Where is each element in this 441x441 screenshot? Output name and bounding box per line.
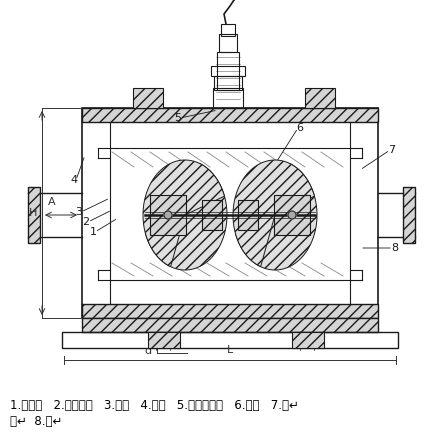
Bar: [274, 195, 310, 235]
Text: 4: 4: [71, 175, 78, 185]
Bar: [305, 88, 335, 108]
Bar: [28, 187, 40, 243]
Bar: [62, 332, 398, 348]
Polygon shape: [146, 163, 227, 270]
Polygon shape: [233, 160, 314, 267]
Bar: [82, 108, 378, 318]
Bar: [150, 195, 186, 235]
Text: 6: 6: [296, 123, 303, 133]
Polygon shape: [235, 163, 317, 270]
Text: L: L: [227, 345, 233, 355]
Bar: [292, 332, 324, 348]
Polygon shape: [143, 160, 224, 267]
Text: A: A: [48, 197, 56, 207]
Circle shape: [288, 211, 296, 219]
Bar: [221, 24, 235, 36]
Bar: [403, 187, 415, 243]
Text: 5: 5: [175, 113, 182, 123]
Bar: [211, 66, 245, 76]
Text: 2: 2: [82, 217, 90, 227]
Bar: [82, 304, 378, 318]
Text: 1.球轴承   2.前导向件   3.张圈   4.壳体   5.前置放大器   6.叶轮   7.轴↵: 1.球轴承 2.前导向件 3.张圈 4.壳体 5.前置放大器 6.叶轮 7.轴↵: [10, 399, 299, 412]
Bar: [148, 332, 180, 348]
Text: d: d: [145, 346, 152, 356]
Text: 7: 7: [389, 145, 396, 155]
Bar: [133, 88, 163, 108]
Bar: [82, 318, 378, 332]
Bar: [217, 52, 239, 90]
Bar: [219, 34, 237, 52]
Text: 承↵  8.轴↵: 承↵ 8.轴↵: [10, 415, 62, 428]
Text: H: H: [29, 208, 37, 218]
Text: 8: 8: [392, 243, 399, 253]
Bar: [238, 200, 258, 230]
Text: 3: 3: [75, 207, 82, 217]
Bar: [82, 108, 378, 122]
Bar: [202, 200, 222, 230]
Bar: [213, 88, 243, 108]
Circle shape: [164, 211, 172, 219]
Bar: [214, 76, 242, 90]
Text: 1: 1: [90, 227, 97, 237]
